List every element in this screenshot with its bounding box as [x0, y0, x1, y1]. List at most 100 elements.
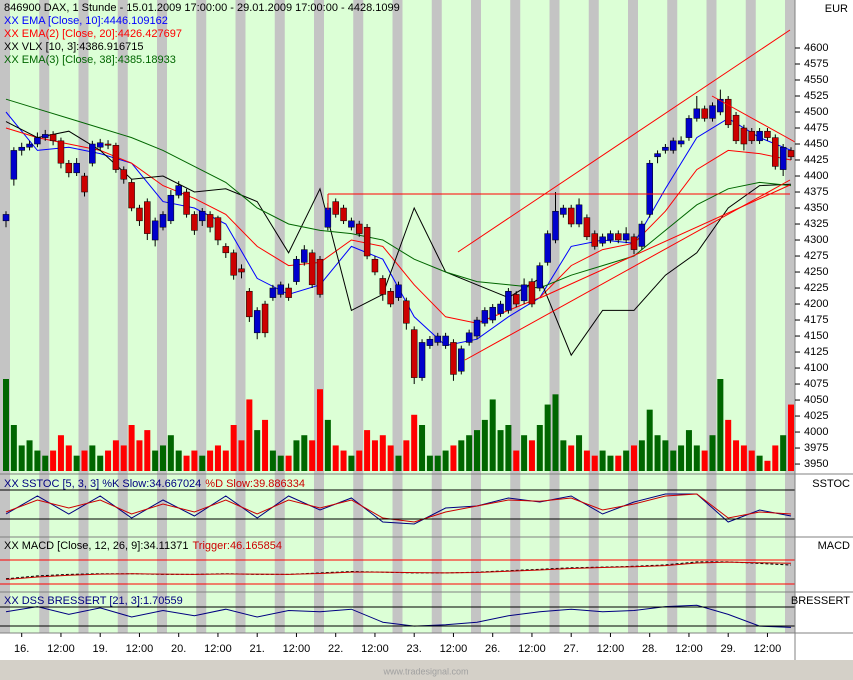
volume-bar: [395, 455, 402, 471]
volume-bar: [3, 379, 9, 471]
x-tick-label: 12:00: [597, 643, 625, 655]
candle-body: [591, 233, 598, 247]
chart-title: 846900 DAX, 1 Stunde - 15.01.2009 17:00:…: [4, 2, 400, 14]
volume-bar: [120, 445, 127, 471]
candle-body: [332, 201, 339, 215]
volume-bar: [466, 435, 473, 471]
panel-lines-red: [0, 559, 795, 585]
session-stripe: [510, 0, 521, 633]
candle-body: [18, 146, 25, 151]
candle-body: [144, 201, 151, 234]
volume-bar: [764, 460, 771, 471]
candle-body: [473, 319, 481, 337]
plots: [2, 89, 795, 628]
candle-body: [2, 214, 10, 222]
candle-body: [363, 226, 371, 257]
candle-body: [89, 143, 96, 164]
volume-bar: [450, 445, 457, 471]
panel-lines: [0, 489, 795, 627]
legend-entry: XX EMA(3) [Close, 38]:4385.18933: [4, 54, 176, 66]
candle-body: [450, 342, 457, 375]
candle-body: [654, 153, 661, 158]
volume-bar: [214, 445, 221, 471]
session-stripe: [471, 0, 481, 633]
candle-body: [199, 210, 206, 222]
session-stripe: [588, 0, 599, 633]
candle-body: [670, 140, 677, 151]
volume-bar: [50, 450, 57, 471]
candle-body: [717, 98, 724, 113]
volume-bar: [112, 440, 119, 471]
trend-line: [711, 95, 796, 143]
candle-body: [410, 329, 418, 378]
panel-label: MACD: [818, 540, 850, 552]
y-tick-label: 4500: [804, 106, 828, 118]
session-stripe: [785, 0, 795, 633]
volume-bar: [497, 430, 504, 471]
volume-bar: [230, 425, 237, 471]
candle-body: [756, 130, 763, 142]
candle-body: [293, 258, 300, 282]
y-tick-label: 4350: [804, 202, 828, 214]
volume-bar: [717, 379, 724, 471]
volume-bar: [26, 440, 33, 471]
y-tick-label: 4300: [804, 234, 828, 246]
candle-body: [96, 142, 104, 148]
candle-body: [528, 281, 536, 305]
candle-body: [10, 150, 18, 180]
candle-body: [73, 162, 80, 174]
legend-entry: Trigger:46.165854: [192, 540, 282, 552]
y-tick-label: 3950: [804, 458, 828, 470]
session-stripe: [314, 0, 324, 633]
candle-body: [567, 207, 575, 225]
volume-bar: [191, 450, 198, 471]
candle-body: [489, 306, 496, 321]
x-tick-label: 26.: [485, 643, 500, 655]
volume-bar: [434, 455, 441, 471]
candle-body: [222, 246, 230, 254]
volume-bar: [183, 455, 190, 471]
indicator-line: [5, 561, 792, 580]
y-tick-label: 4400: [804, 170, 828, 182]
indicator-line: [5, 493, 792, 525]
candle-body: [42, 134, 49, 138]
candle-body: [646, 162, 653, 215]
x-tick-label: 12:00: [204, 643, 232, 655]
candle-body: [709, 105, 716, 119]
volume-bar: [638, 440, 645, 471]
volume-bar: [654, 435, 661, 471]
volume-bar: [458, 440, 465, 471]
volume-bar: [528, 440, 535, 471]
y-tick-label: 4150: [804, 330, 828, 342]
volume-bar: [772, 445, 779, 471]
legend-entry: XX EMA [Close, 10]:4446.109162: [4, 15, 168, 27]
candle-body: [748, 130, 755, 142]
candle-body: [206, 214, 214, 228]
y-tick-label: 4000: [804, 426, 828, 438]
volume-bar: [128, 425, 135, 471]
volume-bar: [591, 455, 598, 471]
candle-body: [151, 220, 159, 241]
x-tick-label: 23.: [407, 643, 422, 655]
candle-body: [724, 98, 732, 126]
volume-bar: [73, 455, 80, 471]
volume-bar: [560, 440, 567, 471]
y-tick-label: 4525: [804, 90, 828, 102]
volume-bar: [576, 435, 583, 471]
candle-body: [764, 130, 771, 138]
candle-body: [214, 217, 222, 241]
candle-body: [175, 185, 182, 196]
volume-bar: [788, 404, 794, 471]
volume-bar: [136, 440, 143, 471]
volume-bar: [364, 430, 371, 471]
session-stripe: [392, 0, 403, 633]
candle-body: [458, 348, 465, 372]
panel-label: SSTOC: [812, 478, 850, 490]
y-tick-label: 4325: [804, 218, 828, 230]
session-stripe: [117, 0, 128, 633]
y-tick-label: 4075: [804, 378, 828, 390]
volume-bar: [607, 455, 614, 471]
session-stripe: [0, 0, 10, 633]
candle-body: [442, 335, 449, 346]
x-tick-label: 12:00: [47, 643, 75, 655]
